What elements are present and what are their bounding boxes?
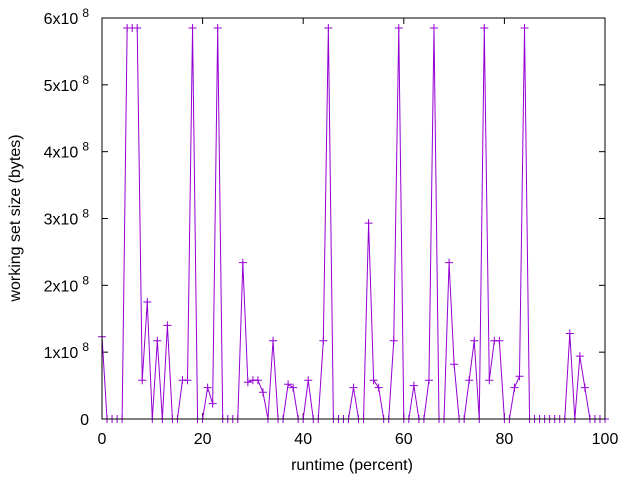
data-point-marker [284, 380, 293, 389]
data-point-marker [289, 383, 298, 392]
data-point-marker [510, 383, 519, 392]
data-point-marker [565, 329, 574, 338]
data-point-marker [409, 381, 418, 390]
data-point-marker [253, 376, 262, 385]
y-tick-label: 0 [80, 412, 89, 429]
data-point-marker [138, 376, 147, 385]
y-tick-label: 1x10 8 [44, 340, 90, 362]
x-tick-label: 100 [592, 431, 619, 448]
data-point-marker [450, 360, 459, 369]
data-point-marker [480, 24, 489, 33]
data-point-marker [515, 372, 524, 381]
data-point-marker [374, 383, 383, 392]
data-point-marker [364, 219, 373, 228]
data-point-marker [163, 321, 172, 330]
data-point-marker [319, 336, 328, 345]
y-tick-label: 3x10 8 [44, 207, 90, 229]
axes-layer: 0 20 40 60 80 100 0 1x10 8 2x10 8 3x10 8 4x10 8 5x10 8 6x… [44, 6, 619, 448]
data-point-marker [465, 376, 474, 385]
data-point-marker [429, 24, 438, 33]
y-tick-label: 4x10 8 [44, 140, 90, 162]
plot-frame [101, 17, 606, 420]
data-point-marker [183, 376, 192, 385]
data-point-marker [133, 24, 142, 33]
y-tick-label: 2x10 8 [44, 273, 90, 295]
y-axis-label: working set size (bytes) [7, 134, 24, 302]
x-axis-label: runtime (percent) [291, 457, 413, 474]
data-point-marker [575, 352, 584, 361]
data-point-marker [238, 258, 247, 267]
data-point-marker [258, 388, 267, 397]
data-point-marker [208, 399, 217, 408]
data-point-marker [495, 336, 504, 345]
x-tick-label: 40 [294, 431, 312, 448]
data-point-marker [269, 336, 278, 345]
data-point-marker [520, 24, 529, 33]
data-point-marker [369, 376, 378, 385]
data-point-marker [304, 376, 313, 385]
data-point-marker [485, 376, 494, 385]
data-point-marker [445, 258, 454, 267]
data-point-marker [143, 298, 152, 307]
data-point-marker [203, 383, 212, 392]
x-tick-label: 0 [98, 431, 107, 448]
data-point-marker [188, 24, 197, 33]
series-line [101, 27, 605, 420]
data-layer [98, 24, 609, 423]
data-point-marker [389, 336, 398, 345]
x-tick-label: 60 [395, 431, 413, 448]
y-tick-label: 6x10 8 [44, 6, 90, 28]
x-tick-label: 80 [496, 431, 514, 448]
data-point-marker [424, 376, 433, 385]
data-point-marker [470, 336, 479, 345]
data-point-marker [580, 383, 589, 392]
data-point-marker [394, 24, 403, 33]
data-point-marker [349, 383, 358, 392]
y-tick-label: 5x10 8 [44, 73, 90, 95]
data-point-marker [213, 24, 222, 33]
data-point-marker [243, 378, 252, 387]
data-point-marker [324, 24, 333, 33]
data-point-marker [153, 336, 162, 345]
x-tick-label: 20 [194, 431, 212, 448]
